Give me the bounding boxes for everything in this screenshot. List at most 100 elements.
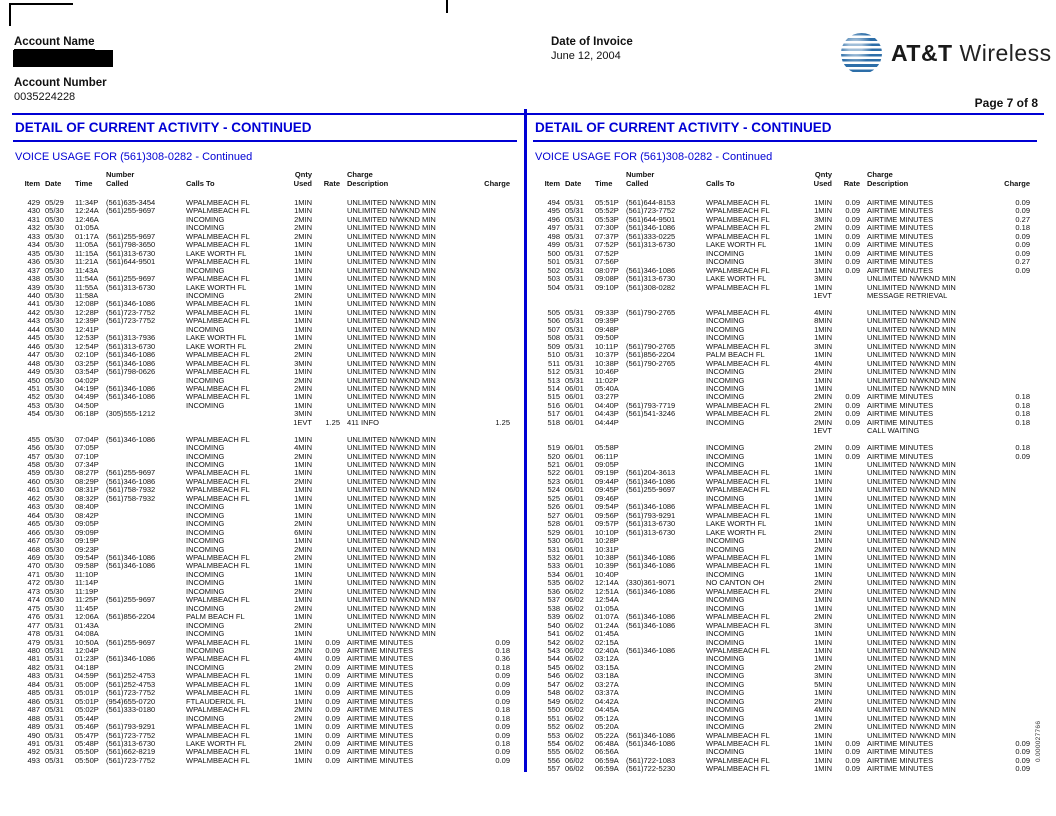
table-row: 539 06/02 01:07A (561)346-1086 WPALMBEACH FL… xyxy=(547,612,956,622)
table-row: 465 05/30 09:05P INCOMING 2MIN UNLIMITED N/WK… xyxy=(27,519,436,529)
table-row: 458 05/30 07:34P INCOMING 1MIN UNLIMITED N/WK… xyxy=(27,460,436,470)
table-row: 436 05/30 11:21A (561)644-9501 WPALMBEACH FL… xyxy=(27,257,436,267)
table-row: 542 06/02 02:15A INCOMING 1MIN UNLIMITED N/WK… xyxy=(547,637,956,647)
table-row: 513 05/31 11:02P INCOMING 1MIN UNLIMITED N/WK… xyxy=(547,375,956,385)
header-rate: Rate xyxy=(323,179,340,188)
table-row: 510 05/31 10:37P (561)856-2204 PALM BEACH FL… xyxy=(547,350,956,360)
table-row: 498 05/31 07:37P (561)333-0225 WPALMBEACH FL… xyxy=(547,231,1030,241)
table-row: 486 05/31 05:01P (954)655-0720 FTLAUDERDL FL… xyxy=(27,696,510,706)
table-row: 541 06/02 01:45A INCOMING 1MIN UNLIMITED N/WK… xyxy=(547,629,956,639)
table-row: 489 05/31 05:46P (561)793-9291 WPALMBEACH FL… xyxy=(27,722,510,732)
table-row: 451 05/30 04:19P (561)346-1086 WPALMBEACH FL… xyxy=(27,383,436,393)
voice-usage-subtitle: VOICE USAGE FOR (561)308-0282 - Continue… xyxy=(15,151,253,163)
table-row: 484 05/31 05:00P (561)252-4753 WPALMBEACH FL… xyxy=(27,679,510,689)
table-row: 545 06/02 03:15A INCOMING 2MIN UNLIMITED N/WK… xyxy=(547,662,956,672)
table-row: 519 06/01 05:58P INCOMING 2MIN 0.09 AIRTIME MI… xyxy=(547,443,1030,453)
table-row: 502 05/31 08:07P (561)346-1086 WPALMBEACH FL… xyxy=(547,265,1030,275)
table-row: 491 05/31 05:48P (561)313-6730 LAKE WORTH FL… xyxy=(27,738,510,748)
header-item: Item xyxy=(544,179,560,188)
table-row: 473 05/30 11:19P INCOMING 2MIN UNLIMITED N/WK… xyxy=(27,586,436,596)
brand-wireless: Wireless xyxy=(959,40,1052,66)
table-row: 534 06/01 10:40P INCOMING 1MIN UNLIMITED N/WK… xyxy=(547,569,956,579)
table-row: 438 05/30 11:54A (561)255-9697 WPALMBEACH FL… xyxy=(27,274,436,284)
table-row: 454 05/30 06:18P (305)555-1212 3MIN UNLIMITED… xyxy=(27,409,436,419)
table-row: 548 06/02 03:37A INCOMING 1MIN UNLIMITED N/WK… xyxy=(547,688,956,698)
header-number: Number xyxy=(626,170,655,179)
table-row: 441 05/30 12:08P (561)346-1086 WPALMBEACH FL… xyxy=(27,299,436,309)
table-row: 538 06/02 01:05A INCOMING 1MIN UNLIMITED N/WK… xyxy=(547,603,956,613)
table-row: 488 05/31 05:44P INCOMING 2MIN 0.09 AIRTIME MI… xyxy=(27,713,510,723)
table-row: 525 06/01 09:46P INCOMING 1MIN UNLIMITED N/WK… xyxy=(547,493,956,503)
activity-column-left: DETAIL OF CURRENT ACTIVITY - CONTINUED V… xyxy=(13,118,517,765)
table-row: 474 05/30 11:25P (561)255-9697 WPALMBEACH FL… xyxy=(27,595,436,605)
table-row: 547 06/02 03:27A INCOMING 5MIN UNLIMITED N/WK… xyxy=(547,679,956,689)
date-of-invoice-value: June 12, 2004 xyxy=(551,50,621,62)
table-row: 1EVT MESSAGE RETRIEVAL xyxy=(813,290,948,300)
table-row: 528 06/01 09:57P (561)313-6730 LAKE WORTH FL… xyxy=(547,519,956,529)
header-charge: Charge xyxy=(484,179,510,188)
account-name-redaction-bar xyxy=(13,50,113,67)
section-rule xyxy=(533,140,1037,142)
table-row: 540 06/02 01:24A (561)346-1086 WPALMBEACH FL… xyxy=(547,620,956,630)
table-row: 439 05/30 11:55A (561)313-6730 LAKE WORTH FL… xyxy=(27,282,436,292)
table-row: 462 05/30 08:32P (561)758-7932 WPALMBEACH FL… xyxy=(27,493,436,503)
table-row: 555 06/02 06:56A INCOMING 1MIN 0.09 AIRTIME MI… xyxy=(547,747,1030,757)
table-row: 530 06/01 10:28P INCOMING 1MIN UNLIMITED N/WK… xyxy=(547,536,956,546)
table-row: 468 05/30 09:23P INCOMING 2MIN UNLIMITED N/WK… xyxy=(27,544,436,554)
column-divider xyxy=(524,109,527,772)
table-row: 544 06/02 03:12A INCOMING 1MIN UNLIMITED N/WK… xyxy=(547,654,956,664)
table-row: 526 06/01 09:54P (561)346-1086 WPALMBEACH FL… xyxy=(547,502,956,512)
table-row: 497 05/31 07:30P (561)346-1086 WPALMBEACH FL… xyxy=(547,223,1030,233)
table-row: 430 05/30 12:24A (561)255-9697 WPALMBEACH FL… xyxy=(27,206,436,216)
header-charge-group: Charge xyxy=(867,170,893,179)
table-row: 522 06/01 09:19P (561)204-3613 WPALMBEACH FL… xyxy=(547,468,956,478)
table-row: 523 06/01 09:44P (561)346-1086 WPALMBEACH FL… xyxy=(547,476,956,486)
section-rule xyxy=(13,140,517,142)
activity-column-right: DETAIL OF CURRENT ACTIVITY - CONTINUED V… xyxy=(533,118,1037,774)
table-row: 507 05/31 09:48P INCOMING 1MIN UNLIMITED N/WK… xyxy=(547,324,956,334)
header-rate: Rate xyxy=(843,179,860,188)
table-row: 550 06/02 04:45A INCOMING 4MIN UNLIMITED N/WK… xyxy=(547,705,956,715)
table-row: 476 05/31 12:06A (561)856-2204 PALM BEACH FL… xyxy=(27,612,436,622)
table-row: 521 06/01 09:05P INCOMING 1MIN UNLIMITED N/WK… xyxy=(547,460,956,470)
table-row: 531 06/01 10:31P INCOMING 2MIN UNLIMITED N/WK… xyxy=(547,544,956,554)
table-row: 1EVT 1.25 411 INFO 1.25 xyxy=(293,417,510,427)
header-charge-group: Charge xyxy=(347,170,373,179)
table-row: 457 05/30 07:10P INCOMING 2MIN UNLIMITED N/WK… xyxy=(27,451,436,461)
date-of-invoice-label: Date of Invoice xyxy=(551,36,633,48)
header-time: Time xyxy=(595,179,613,188)
table-row: 554 06/02 06:48A (561)346-1086 WPALMBEACH FL… xyxy=(547,738,1030,748)
section-title: DETAIL OF CURRENT ACTIVITY - CONTINUED xyxy=(15,120,312,135)
table-row: 450 05/30 04:02P INCOMING 2MIN UNLIMITED N/WK… xyxy=(27,375,436,385)
table-row: 466 05/30 09:09P INCOMING 6MIN UNLIMITED N/WK… xyxy=(27,527,436,537)
table-header: Number Qnty Charge Item Date Time Called… xyxy=(533,170,1037,188)
table-row: 492 05/31 05:50P (561)662-8219 WPALMBEACH FL… xyxy=(27,747,510,757)
table-row: 499 05/31 07:52P (561)313-6730 LAKE WORTH FL… xyxy=(547,240,1030,250)
table-row: 445 05/30 12:53P (561)313-7936 LAKE WORTH FL… xyxy=(27,333,436,343)
header-time: Time xyxy=(75,179,93,188)
header-calls-to: Calls To xyxy=(186,179,215,188)
section-title: DETAIL OF CURRENT ACTIVITY - CONTINUED xyxy=(535,120,832,135)
table-row: 464 05/30 08:42P INCOMING 1MIN UNLIMITED N/WK… xyxy=(27,510,436,520)
table-row: 524 06/01 09:45P (561)255-9697 WPALMBEACH FL… xyxy=(547,485,956,495)
table-row: 505 05/31 09:33P (561)790-2765 WPALMBEACH FL… xyxy=(547,307,956,317)
table-row: 461 05/30 08:31P (561)758-7932 WPALMBEACH FL… xyxy=(27,485,436,495)
table-row: 440 05/30 11:58A INCOMING 2MIN UNLIMITED N/WK… xyxy=(27,290,436,300)
table-row: 529 06/01 10:10P (561)313-6730 LAKE WORTH FL… xyxy=(547,527,956,537)
table-row: 470 05/30 09:58P (561)346-1086 WPALMBEACH FL… xyxy=(27,561,436,571)
table-row: 518 06/01 04:44P INCOMING 2MIN 0.09 AIRTIME MI… xyxy=(547,417,1030,427)
table-row: 472 05/30 11:14P INCOMING 1MIN UNLIMITED N/WK… xyxy=(27,578,436,588)
table-row: 435 05/30 11:15A (561)313-6730 LAKE WORTH FL… xyxy=(27,248,436,258)
brand-att: AT&T xyxy=(891,40,953,66)
header-used: Used xyxy=(813,179,832,188)
table-row: 432 05/30 01:05A INCOMING 2MIN UNLIMITED N/WK… xyxy=(27,223,436,233)
table-row: 552 06/02 05:20A INCOMING 2MIN UNLIMITED N/WK… xyxy=(547,722,956,732)
table-row: 452 05/30 04:49P (561)346-1086 WPALMBEACH FL… xyxy=(27,392,436,402)
table-row: 535 06/02 12:14A (330)361-9071 NO CANTON OH 2… xyxy=(547,578,956,588)
table-row: 512 05/31 10:46P INCOMING 2MIN UNLIMITED N/WK… xyxy=(547,367,956,377)
table-row: 444 05/30 12:41P INCOMING 1MIN UNLIMITED N/WK… xyxy=(27,324,436,334)
table-row: 508 05/31 09:50P INCOMING 1MIN UNLIMITED N/WK… xyxy=(547,333,956,343)
table-row: 533 06/01 10:39P (561)346-1086 WPALMBEACH FL… xyxy=(547,561,956,571)
table-row: 477 05/31 01:43A INCOMING 2MIN UNLIMITED N/WK… xyxy=(27,620,436,630)
